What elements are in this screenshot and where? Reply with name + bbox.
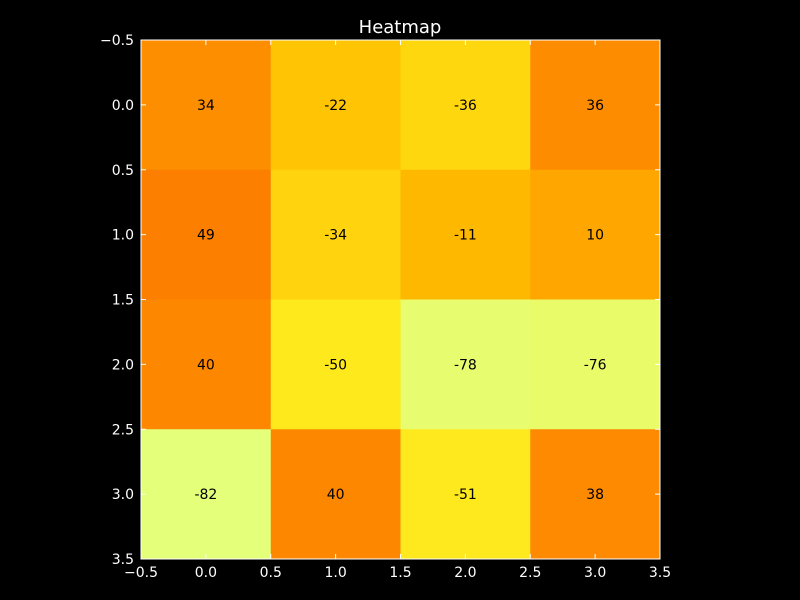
y-tick-label: 1.0 — [112, 228, 134, 244]
cell-value-label: -50 — [324, 357, 347, 373]
x-axis: −0.5 0.0 0.5 1.0 1.5 2.0 2.5 3.0 3.5 — [124, 40, 671, 581]
heatmap-cell — [400, 299, 531, 430]
heatmap-cell — [530, 169, 661, 300]
y-tick-label: −0.5 — [100, 33, 134, 49]
y-tick-label: 3.5 — [112, 552, 134, 568]
heatmap-cell — [530, 299, 661, 430]
cell-value-label: -34 — [324, 228, 347, 244]
heatmap-cell-labels: 34 -22 -36 36 49 -34 -11 10 40 -50 -78 -76 -82 40 -51 3… — [194, 98, 606, 503]
cell-value-label: 38 — [586, 487, 604, 503]
chart-title: Heatmap — [359, 17, 442, 38]
heatmap-cell — [141, 429, 272, 560]
heatmap-cell — [270, 169, 401, 300]
x-tick-label: 2.0 — [454, 565, 476, 581]
y-axis: −0.5 0.0 0.5 1.0 1.5 2.0 2.5 3.0 3.5 — [100, 33, 660, 568]
y-tick-label: 2.0 — [112, 357, 134, 373]
x-tick-label: 0.5 — [260, 565, 282, 581]
cell-value-label: -51 — [454, 487, 477, 503]
x-tick-label: 3.5 — [649, 565, 671, 581]
heatmap-cell — [530, 429, 661, 560]
heatmap-cell — [270, 299, 401, 430]
cell-value-label: -11 — [454, 228, 477, 244]
cell-value-label: -22 — [324, 98, 347, 114]
heatmap-cell — [400, 169, 531, 300]
x-tick-label: 1.5 — [389, 565, 411, 581]
x-tick-label: 2.5 — [519, 565, 541, 581]
cell-value-label: -82 — [194, 487, 217, 503]
heatmap-cell — [270, 429, 401, 560]
heatmap-cell — [141, 169, 272, 300]
x-tick-label: 3.0 — [584, 565, 606, 581]
x-tick-label: −0.5 — [124, 565, 158, 581]
heatmap-cell — [141, 40, 272, 171]
heatmap-cell — [270, 40, 401, 171]
heatmap-cell — [400, 429, 531, 560]
y-tick-label: 3.0 — [112, 487, 134, 503]
heatmap-cell — [530, 40, 661, 171]
cell-value-label: -36 — [454, 98, 477, 114]
cell-value-label: 40 — [327, 487, 345, 503]
cell-value-label: -78 — [454, 357, 477, 373]
heatmap-cells — [141, 40, 661, 560]
heatmap-cell — [141, 299, 272, 430]
x-tick-label: 1.0 — [324, 565, 346, 581]
cell-value-label: 36 — [586, 98, 604, 114]
y-tick-label: 2.5 — [112, 422, 134, 438]
y-tick-label: 1.5 — [112, 293, 134, 309]
y-tick-label: 0.5 — [112, 163, 134, 179]
x-tick-label: 0.0 — [195, 565, 217, 581]
cell-value-label: -76 — [584, 357, 607, 373]
cell-value-label: 40 — [197, 357, 215, 373]
heatmap-cell — [400, 40, 531, 171]
cell-value-label: 10 — [586, 228, 604, 244]
cell-value-label: 49 — [197, 228, 215, 244]
cell-value-label: 34 — [197, 98, 215, 114]
y-tick-label: 0.0 — [112, 98, 134, 114]
